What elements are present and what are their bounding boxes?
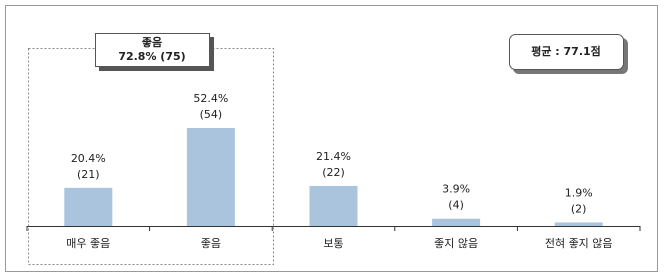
value-label: 3.9%: [442, 183, 470, 196]
value-label: 1.9%: [565, 186, 593, 199]
x-tick-label: 좋지 않음: [434, 237, 478, 250]
bar: [432, 218, 481, 226]
count-label: (21): [77, 168, 100, 181]
group-text: 72.8% (75): [118, 50, 185, 63]
group-outline: [28, 48, 274, 265]
value-label: 21.4%: [316, 150, 351, 163]
count-label: (22): [322, 166, 345, 179]
average-box: [509, 34, 624, 70]
x-tick-label: 매우 좋음: [66, 237, 110, 250]
average-label: 평균 : 77.1점: [531, 44, 601, 58]
x-tick-label: 좋음: [201, 237, 221, 250]
count-label: (54): [200, 108, 223, 121]
x-tick-label: 전혀 좋지 않음: [545, 237, 613, 250]
group-box: [95, 33, 210, 67]
bar: [554, 222, 603, 226]
count-label: (4): [448, 199, 464, 212]
value-label: 52.4%: [193, 92, 228, 105]
bar: [64, 187, 113, 226]
count-label: (2): [571, 202, 587, 215]
x-tick-label: 보통: [323, 237, 343, 250]
group-title: 좋음: [142, 36, 162, 49]
bar: [186, 128, 235, 226]
value-label: 20.4%: [71, 152, 106, 165]
bar: [309, 185, 358, 226]
